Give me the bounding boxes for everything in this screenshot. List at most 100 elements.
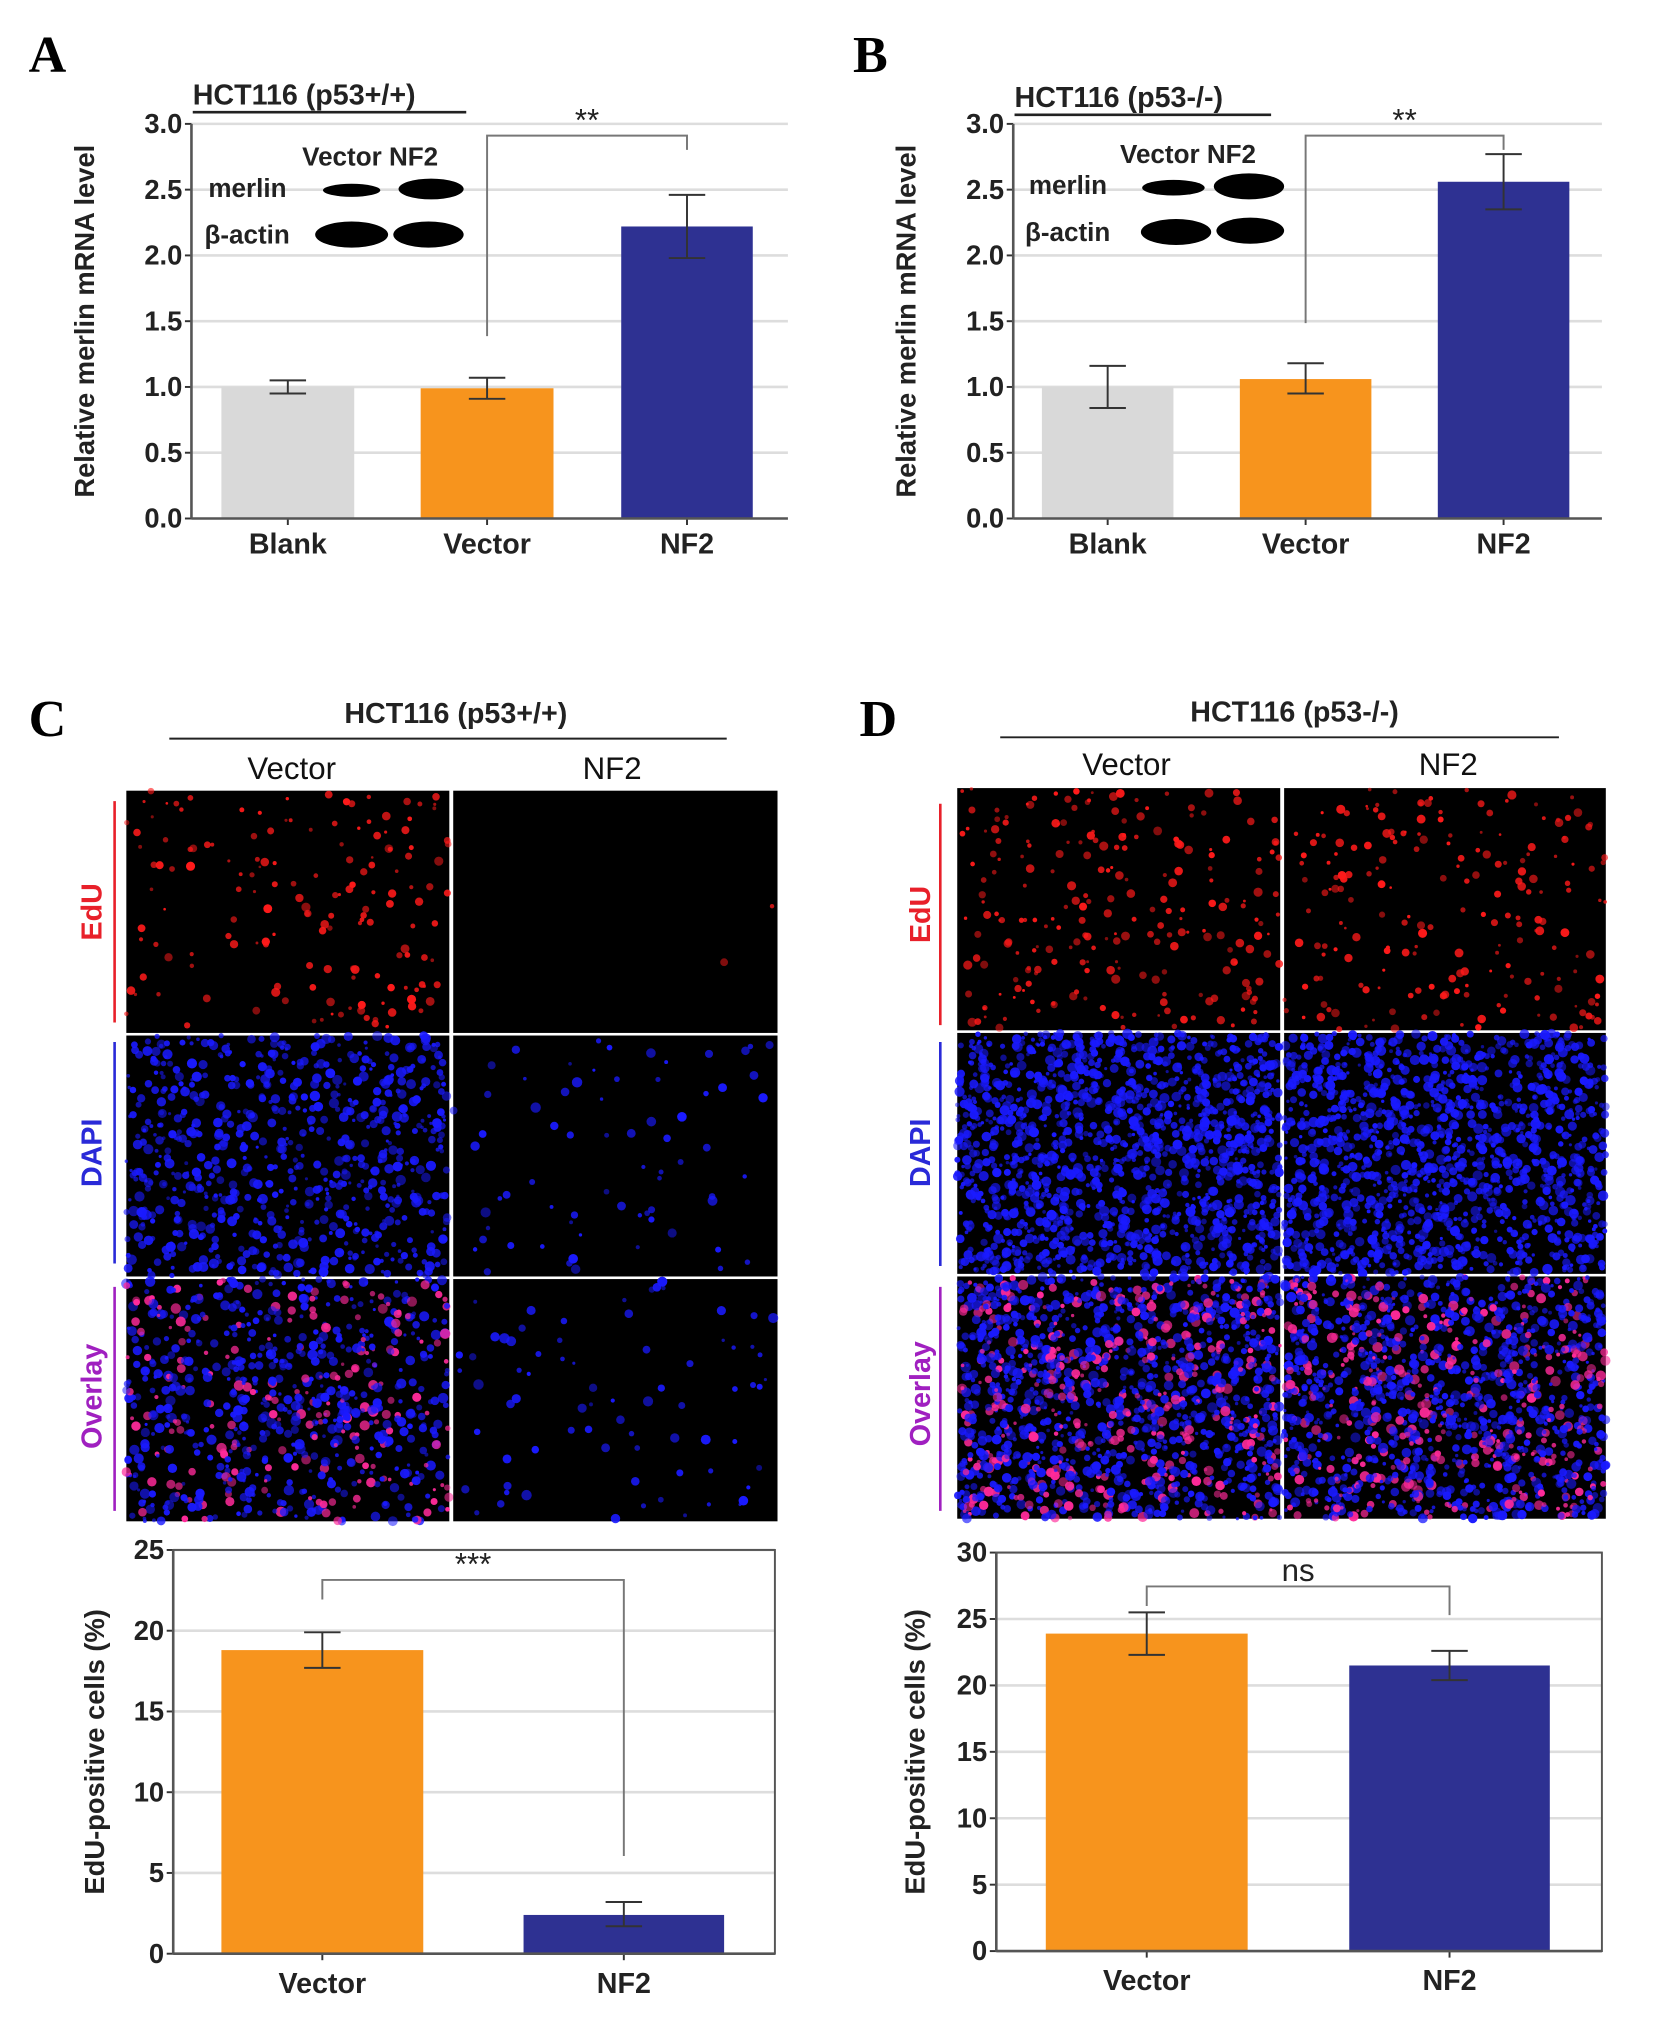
y-tick-label: 2.5 xyxy=(966,174,1004,205)
y-tick-label: 25 xyxy=(134,1534,164,1565)
y-tick-label: 1.0 xyxy=(144,371,182,402)
cell-dots xyxy=(720,903,775,967)
western-blot-inset-a: Vector NF2 merlin β-actin xyxy=(204,142,464,250)
row-label-dapi: DAPI xyxy=(77,1119,109,1187)
bar-nf2 xyxy=(1437,181,1570,519)
y-tick-label: 25 xyxy=(957,1603,987,1634)
blot-band xyxy=(1216,217,1285,244)
blot-band-label-actin: β-actin xyxy=(1025,217,1110,247)
x-tick-label-vector: Vector xyxy=(1103,1965,1191,1997)
chart-a: 0.0 0.5 1.0 1.5 2.0 2.5 3.0 Blank Vector NF2 Relat… xyxy=(69,102,788,561)
y-tick-label: 1.0 xyxy=(966,371,1004,402)
micrograph-d-nf2-overlay xyxy=(1279,1272,1611,1524)
significance-label: *** xyxy=(455,1547,491,1582)
significance-bracket xyxy=(486,134,688,337)
x-tick-label-vector: Vector xyxy=(443,529,531,561)
y-tick-label: 0 xyxy=(972,1935,987,1966)
micrograph-c-nf2-edu xyxy=(453,790,778,1033)
y-tick-label: 2.0 xyxy=(966,240,1004,271)
blot-band xyxy=(322,183,381,197)
blot-lane-labels: Vector NF2 xyxy=(302,142,438,172)
bar-vector xyxy=(1045,1633,1248,1952)
cell-dots xyxy=(1280,1028,1610,1279)
cell-dots xyxy=(952,1028,1284,1279)
y-tick-label: 3.0 xyxy=(144,108,182,139)
panel-a-title: HCT116 (p53+/+) xyxy=(193,79,416,111)
y-tick-label: 20 xyxy=(134,1615,164,1646)
cell-dots xyxy=(455,1276,779,1524)
y-tick-label: 0.0 xyxy=(966,503,1004,534)
y-tick-label: 5 xyxy=(149,1857,164,1888)
panel-d-micrographs xyxy=(952,787,1611,1524)
cell-dots xyxy=(1279,1272,1611,1524)
panel-c-col-nf2: NF2 xyxy=(583,751,642,786)
bar-vector xyxy=(1239,379,1372,519)
row-label-edu: EdU xyxy=(905,886,937,943)
x-tick-label-vector: Vector xyxy=(1262,529,1350,561)
panel-letter-c: C xyxy=(29,691,67,748)
y-axis-label: Relative merlin mRNA level xyxy=(891,145,922,498)
x-tick-label-nf2: NF2 xyxy=(597,1968,651,2000)
cell-dots xyxy=(959,787,1284,1032)
row-label-dapi: DAPI xyxy=(905,1119,937,1187)
panel-d-col-nf2: NF2 xyxy=(1419,747,1478,782)
micrograph-background xyxy=(453,1279,778,1522)
cell-dots xyxy=(121,1275,454,1527)
y-tick-label: 10 xyxy=(134,1776,164,1807)
micrograph-background xyxy=(1284,788,1606,1031)
y-tick-label: 5 xyxy=(972,1869,987,1900)
y-tick-label: 15 xyxy=(134,1696,164,1727)
panel-c-row-labels: EdU DAPI Overlay xyxy=(77,801,116,1511)
panel-d-title: HCT116 (p53-/-) xyxy=(1190,697,1398,729)
micrograph-background xyxy=(126,790,450,1033)
y-tick-label: 1.5 xyxy=(966,305,1004,336)
significance-bracket xyxy=(321,1578,625,1857)
micrograph-c-nf2-dapi xyxy=(449,1035,778,1277)
panel-letter-b: B xyxy=(853,27,888,84)
micrograph-c-nf2-overlay xyxy=(453,1276,779,1524)
blot-band-label-actin: β-actin xyxy=(204,220,289,250)
y-tick-label: 0.5 xyxy=(144,437,182,468)
micrograph-d-vector-overlay xyxy=(953,1271,1285,1524)
chart-d: 0 5 10 15 20 25 30 Vector NF2 EdU-positive cells … xyxy=(900,1537,1603,1997)
panel-d-col-vector: Vector xyxy=(1082,747,1171,782)
micrograph-background xyxy=(453,1035,778,1277)
y-tick-label: 15 xyxy=(957,1736,987,1767)
cell-dots xyxy=(123,1030,452,1280)
panel-c-title: HCT116 (p53+/+) xyxy=(344,698,567,730)
western-blot-inset-b: Vector NF2 merlin β-actin xyxy=(1025,139,1285,247)
y-tick-label: 2.5 xyxy=(144,174,182,205)
micrograph-background xyxy=(957,788,1281,1031)
y-axis-label: Relative merlin mRNA level xyxy=(69,145,100,498)
blot-lane-labels: Vector NF2 xyxy=(1120,139,1256,169)
panel-c-col-vector: Vector xyxy=(247,751,336,786)
row-label-overlay: Overlay xyxy=(905,1341,937,1446)
y-tick-label: 10 xyxy=(957,1802,987,1833)
panel-letter-d: D xyxy=(860,691,898,748)
row-label-overlay: Overlay xyxy=(77,1344,109,1449)
panel-b-title: HCT116 (p53-/-) xyxy=(1015,82,1223,114)
significance-label: ** xyxy=(575,102,599,137)
micrograph-background xyxy=(453,790,778,1033)
blot-band xyxy=(393,221,464,248)
micrograph-d-nf2-dapi xyxy=(1280,1028,1610,1279)
blot-band xyxy=(1142,179,1205,196)
blot-band-label-merlin: merlin xyxy=(208,173,286,203)
panel-d-row-labels: EdU DAPI Overlay xyxy=(905,803,942,1511)
y-tick-label: 20 xyxy=(957,1670,987,1701)
x-tick-label-vector: Vector xyxy=(279,1968,367,2000)
blot-band xyxy=(398,178,464,200)
bar-nf2 xyxy=(1349,1665,1550,1952)
blot-band xyxy=(1140,218,1212,246)
y-axis-label: EdU-positive cells (%) xyxy=(900,1609,931,1895)
x-tick-label-blank: Blank xyxy=(1069,529,1147,561)
cell-dots xyxy=(449,1038,774,1276)
y-tick-label: 30 xyxy=(957,1537,987,1568)
cell-dots xyxy=(1282,787,1609,1033)
micrograph-d-vector-dapi xyxy=(952,1028,1284,1279)
x-tick-label-nf2: NF2 xyxy=(1477,529,1531,561)
chart-b: 0.0 0.5 1.0 1.5 2.0 2.5 3.0 Blank Vector NF2 Relat… xyxy=(891,102,1602,561)
bar-nf2 xyxy=(621,226,753,519)
x-tick-label-nf2: NF2 xyxy=(1422,1965,1476,1997)
